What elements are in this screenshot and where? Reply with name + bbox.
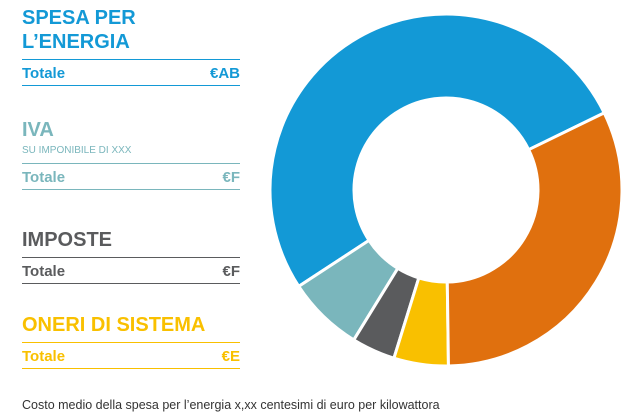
total-value: €F [222, 169, 240, 186]
total-value: €AB [209, 65, 240, 82]
total-label: Totale [22, 348, 66, 365]
total-row: Totale €F [22, 163, 240, 190]
total-value: €E [221, 348, 240, 365]
legend-title: ONERI DI SISTEMA [22, 314, 206, 336]
total-label: Totale [22, 263, 66, 280]
donut-segment [268, 12, 607, 289]
donut-segment [445, 110, 624, 368]
total-row: Totale €F [22, 257, 240, 284]
total-row: Totale €E [22, 342, 240, 369]
legend-title: IMPOSTE [22, 229, 113, 251]
total-value: €F [222, 263, 240, 280]
legend-subtitle: SU IMPONIBILE DI XXX [22, 145, 132, 156]
legend-group: ONERI DI SISTEMA Totale €E [22, 313, 240, 369]
legend-group: SPESA PER L’ENERGIA Totale €AB [22, 6, 240, 86]
total-label: Totale [22, 65, 66, 82]
legend-group: IMPOSTE Totale €F [22, 228, 240, 284]
total-label: Totale [22, 169, 66, 186]
legend-title: SPESA PER L’ENERGIA [22, 7, 136, 53]
total-row: Totale €AB [22, 59, 240, 86]
footnote: Costo medio della spesa per l’energia x,… [22, 398, 440, 412]
legend-group: IVA SU IMPONIBILE DI XXX Totale €F [22, 118, 240, 190]
legend-title: IVA [22, 119, 54, 141]
